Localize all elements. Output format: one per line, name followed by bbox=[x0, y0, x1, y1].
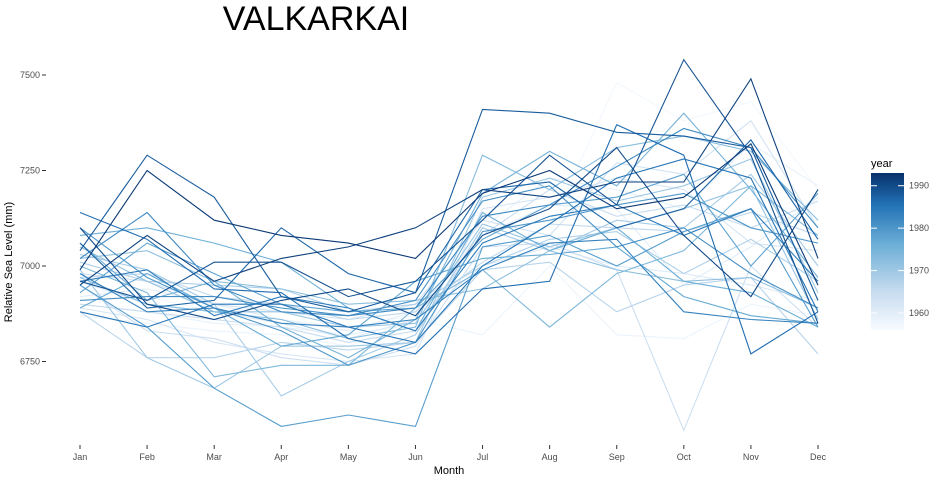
x-tick-label: Jan bbox=[73, 452, 88, 462]
chart-title: VALKARKAI bbox=[223, 0, 409, 38]
legend-tick-label: 1960 bbox=[909, 308, 929, 318]
x-tick-label: Mar bbox=[206, 452, 222, 462]
series-line-1991 bbox=[79, 77, 819, 286]
y-tick-label: 7500 bbox=[20, 70, 40, 80]
series-line-1975 bbox=[79, 112, 819, 359]
series-line-1989 bbox=[79, 58, 819, 324]
series-line-1977 bbox=[79, 246, 819, 347]
series-line-1965 bbox=[79, 188, 819, 343]
x-tick-label: Dec bbox=[810, 452, 827, 462]
y-tick-label: 6750 bbox=[20, 357, 40, 367]
x-tick-label: May bbox=[340, 452, 358, 462]
series-line-1979 bbox=[79, 208, 819, 428]
series-layer bbox=[79, 58, 819, 432]
x-tick-label: Aug bbox=[542, 452, 558, 462]
series-line-1969 bbox=[79, 173, 819, 397]
series-line-1958 bbox=[79, 265, 819, 347]
x-tick-label: Jul bbox=[477, 452, 489, 462]
y-axis: 6750 7000 7250 7500 bbox=[20, 70, 46, 367]
series-line-1964 bbox=[79, 242, 819, 432]
series-line-1976 bbox=[79, 211, 819, 332]
legend-ticks: 1960 1970 1980 1990 bbox=[871, 181, 929, 318]
y-axis-title: Relative Sea Level (mm) bbox=[3, 202, 15, 322]
legend-tick-label: 1970 bbox=[909, 266, 929, 276]
y-tick-label: 7000 bbox=[20, 261, 40, 271]
x-tick-label: Apr bbox=[274, 452, 288, 462]
legend-colorbar-rect bbox=[871, 173, 904, 330]
x-tick-label: Oct bbox=[677, 452, 692, 462]
series-line-1987 bbox=[79, 139, 819, 309]
x-tick-label: Nov bbox=[743, 452, 760, 462]
series-line-1990 bbox=[79, 146, 819, 321]
x-axis-title: Month bbox=[434, 465, 465, 477]
x-tick-label: Jun bbox=[408, 452, 423, 462]
y-tick-label: 7250 bbox=[20, 166, 40, 176]
legend-colorbar: year 1960 1970 1980 1990 bbox=[871, 158, 929, 330]
series-line-1974 bbox=[79, 185, 819, 378]
x-tick-label: Sep bbox=[609, 452, 625, 462]
legend-tick-label: 1990 bbox=[909, 181, 929, 191]
legend-tick-label: 1980 bbox=[909, 223, 929, 233]
x-axis: Jan Feb Mar Apr May Jun Jul Aug Sep Oct Nov Dec bbox=[73, 445, 827, 462]
series-line-1985 bbox=[79, 158, 819, 344]
series-line-1992 bbox=[79, 142, 819, 286]
x-tick-label: Feb bbox=[139, 452, 155, 462]
series-line-1988 bbox=[79, 108, 819, 313]
series-line-1967 bbox=[79, 261, 819, 359]
legend-title: year bbox=[871, 158, 893, 170]
